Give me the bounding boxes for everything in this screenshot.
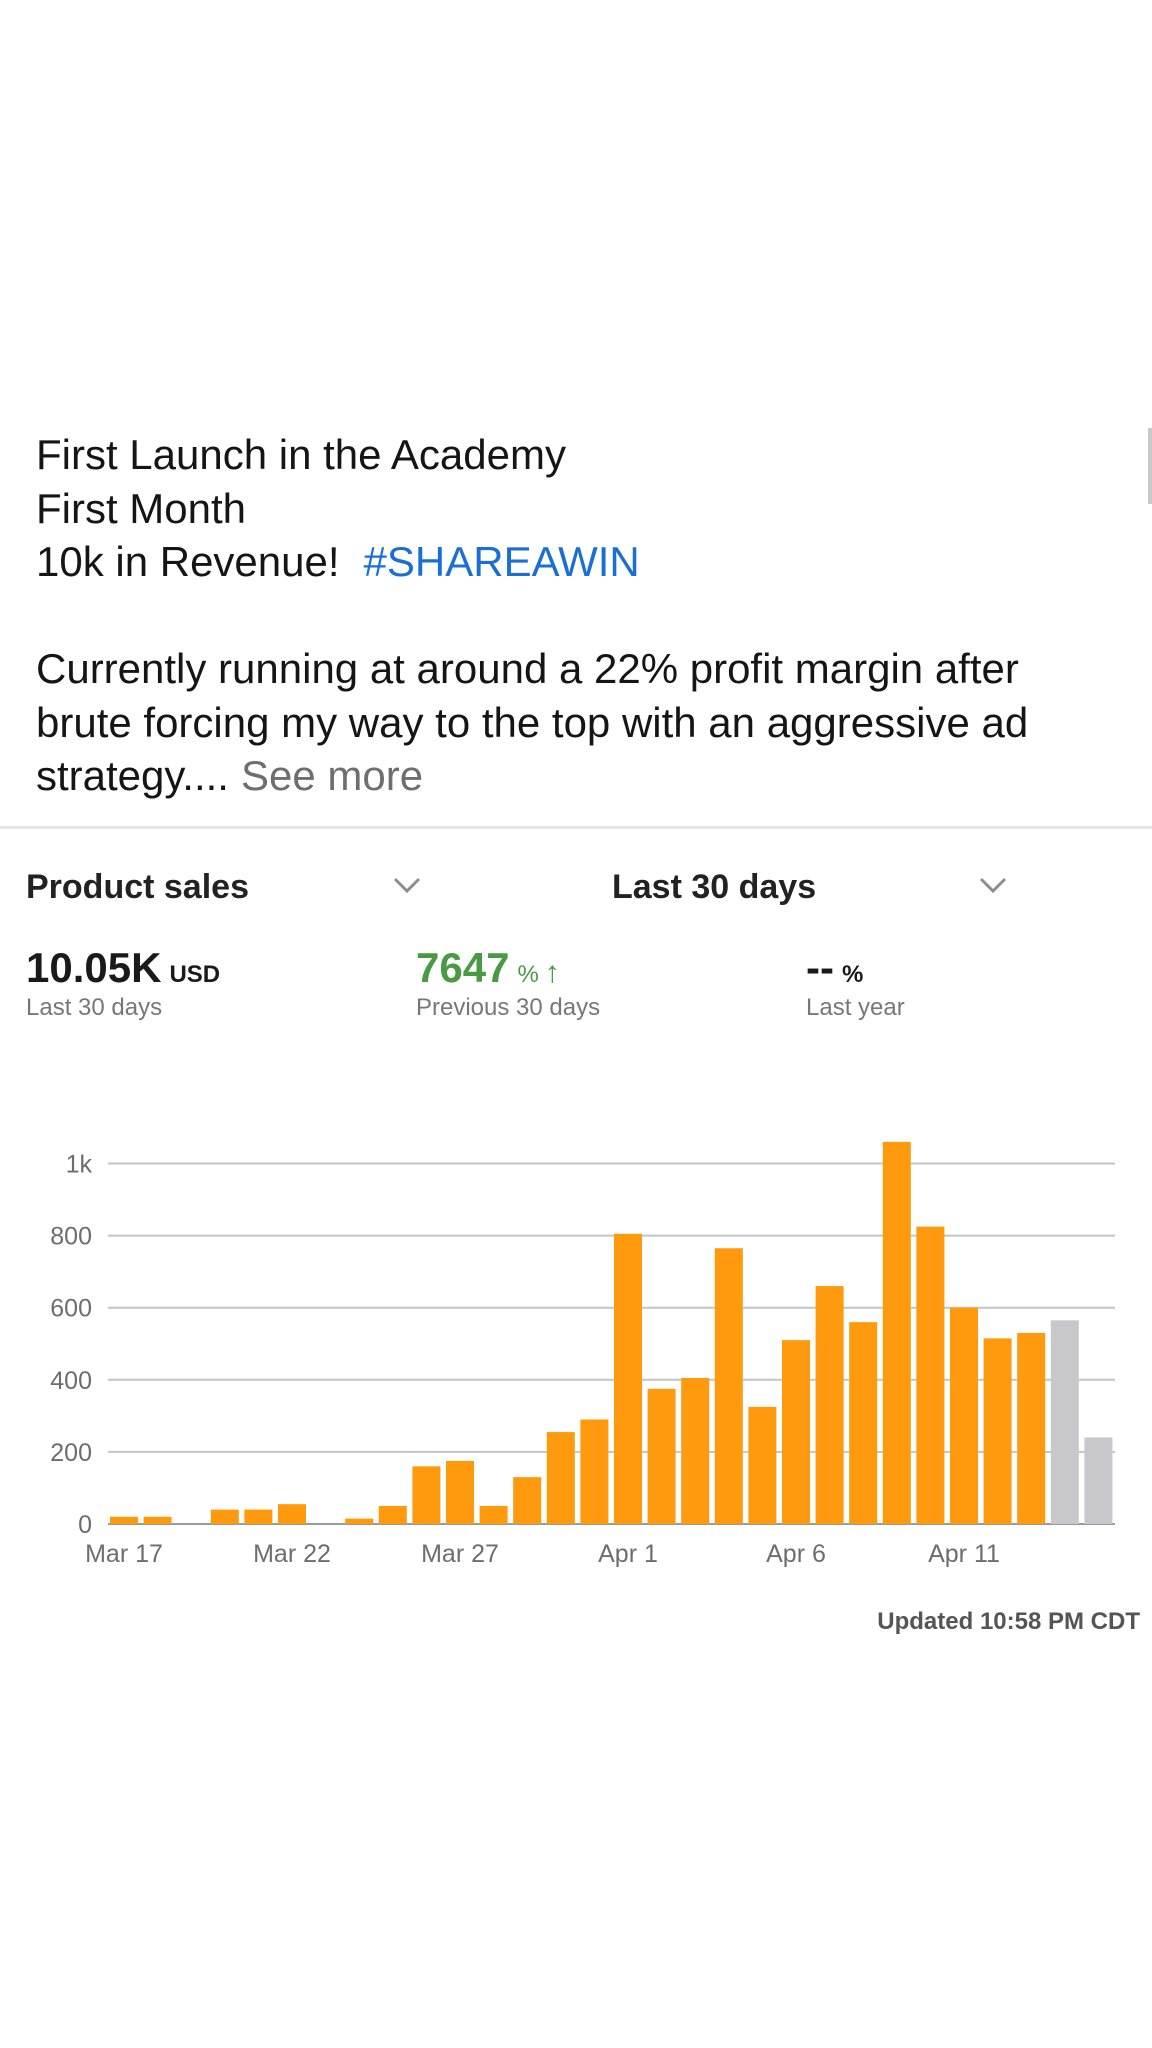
bar[interactable] [412,1466,441,1524]
bar[interactable] [983,1338,1012,1524]
yoy-change-value: --% [806,944,863,992]
bar[interactable] [916,1226,945,1524]
yoy-change-number: -- [806,944,834,991]
y-tick-label: 400 [50,1367,92,1395]
bar[interactable] [143,1516,172,1524]
y-tick-label: 1k [66,1151,93,1179]
post-line-2: First Month [36,484,247,532]
total-sales-label: Last 30 days [26,994,163,1021]
bar[interactable] [1017,1332,1046,1524]
post-line-1: First Launch in the Academy [36,431,566,478]
prev-change-label: Previous 30 days [416,994,601,1021]
bar[interactable] [782,1340,810,1524]
post-body-line-3: strategy.... See more [36,749,1136,803]
bar[interactable] [378,1505,407,1524]
bar[interactable] [1050,1320,1079,1524]
bar[interactable] [882,1141,911,1524]
bar[interactable] [1084,1437,1113,1524]
yoy-change-label: Last year [806,994,905,1021]
bar[interactable] [614,1233,642,1524]
updated-timestamp: Updated 10:58 PM CDT [877,1608,1140,1635]
metric-selector[interactable]: Product sales [26,868,249,906]
bar[interactable] [950,1307,978,1524]
bar[interactable] [815,1286,844,1524]
chevron-down-icon[interactable] [978,874,1008,896]
prev-change-number: 7647 [416,944,510,991]
post-line-3-text: 10k in Revenue! [36,538,340,585]
bar[interactable] [714,1248,743,1524]
x-tick-label: Mar 27 [421,1540,499,1568]
bar[interactable] [244,1509,273,1524]
prev-change-unit: % [517,961,539,988]
bar[interactable] [748,1406,777,1524]
x-tick-label: Apr 6 [766,1540,826,1568]
see-more-link[interactable]: See more [240,752,424,799]
chart-grid: 0 200 400 600 800 1k [50,1151,1115,1539]
y-tick-label: 200 [50,1439,92,1467]
y-tick-label: 0 [78,1511,92,1539]
total-sales-value: 10.05K USD [26,944,220,992]
bar[interactable] [849,1322,878,1524]
sales-bar-chart: 0 200 400 600 800 1k Mar 17 Mar 22 Mar 27 Apr 1 A… [50,1141,1115,1568]
scroll-indicator [1148,428,1152,504]
chart-bars [110,1141,1113,1524]
total-sales-number: 10.05K [26,944,162,991]
post-body-line-3-text: strategy.... [36,752,229,799]
bar[interactable] [647,1388,676,1524]
x-tick-label: Mar 22 [253,1540,331,1568]
bar[interactable] [110,1516,138,1524]
bar[interactable] [580,1419,609,1524]
post-text: First Launch in the Academy First Month … [36,428,1136,803]
bar[interactable] [546,1432,575,1524]
arrow-up-icon: ↑ [544,956,560,989]
blank-line [36,589,1136,643]
total-sales-unit: USD [169,961,221,988]
divider [0,826,1152,829]
period-selector[interactable]: Last 30 days [612,868,817,906]
hashtag-link[interactable]: #SHAREAWIN [363,538,640,585]
x-tick-label: Apr 11 [928,1540,1000,1568]
x-tick-label: Apr 1 [598,1540,658,1568]
prev-change-value: 7647% ↑ [416,944,560,992]
x-tick-label: Mar 17 [85,1540,163,1568]
post-body-line-2: brute forcing my way to the top with an … [36,698,1029,746]
chevron-down-icon[interactable] [392,874,422,896]
bar[interactable] [210,1509,239,1524]
bar[interactable] [345,1518,374,1524]
chart-x-axis: Mar 17 Mar 22 Mar 27 Apr 1 Apr 6 Apr 11 [85,1540,1000,1568]
bar[interactable] [446,1460,474,1524]
bar[interactable] [681,1377,710,1524]
yoy-change-unit: % [841,961,864,988]
bar[interactable] [278,1504,306,1524]
bar[interactable] [513,1477,542,1524]
post-line-3: 10k in Revenue! #SHAREAWIN [36,535,1136,589]
y-tick-label: 800 [50,1223,92,1251]
post-body-line-1: Currently running at around a 22% profit… [36,645,1019,692]
y-tick-label: 600 [50,1295,92,1323]
bar[interactable] [479,1505,508,1524]
